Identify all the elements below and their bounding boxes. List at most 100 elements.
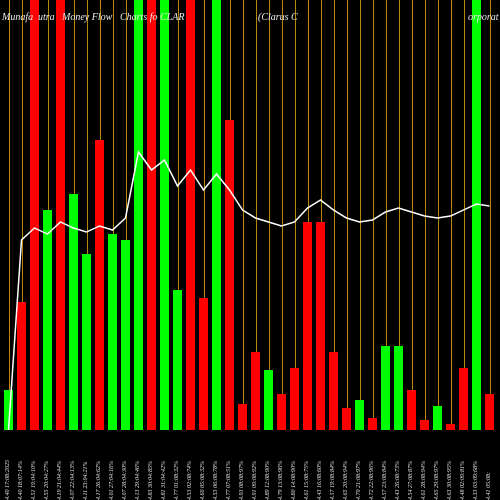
x-axis-label: 4.53 06:08:78%	[213, 461, 219, 500]
x-axis-label: 4.43 16:08:60%	[317, 461, 323, 500]
x-axis-label: 4.57 19:08:84%	[330, 461, 336, 500]
bar	[433, 406, 442, 430]
grid-line	[412, 0, 413, 430]
bar	[303, 222, 312, 430]
bar	[290, 368, 299, 430]
bar	[394, 346, 403, 430]
bar	[459, 368, 468, 430]
x-axis-label: 4.60 05:08:32%	[200, 461, 206, 500]
x-axis-label: 4.43 26:08:73%	[395, 461, 401, 500]
bar	[186, 0, 195, 430]
bar	[173, 290, 182, 430]
bar	[4, 390, 13, 430]
bar	[446, 424, 455, 430]
x-axis-label: 4.83 30:04:85%	[148, 461, 154, 500]
bar	[355, 400, 364, 430]
bar	[43, 210, 52, 430]
x-axis-label: 4.48 02:09:81%	[460, 461, 466, 500]
x-axis-label: 4.40 17:08:2025	[5, 460, 11, 500]
x-axis-label: 4.07 28:04:30%	[122, 461, 128, 500]
x-axis-label: 4.53 02:08:74%	[187, 461, 193, 500]
x-axis-label: 4.80 14:08:90%	[291, 461, 297, 500]
bar	[17, 302, 26, 430]
bar	[277, 394, 286, 430]
bar	[381, 346, 390, 430]
bar	[30, 0, 39, 430]
x-axis-label: 4.89 12:08:90%	[265, 461, 271, 500]
x-axis-label: 4.81 31:04:42%	[161, 461, 167, 500]
grid-line	[451, 0, 452, 430]
x-axis-label: 4.01 27:04:16%	[109, 461, 115, 500]
grid-line	[269, 0, 270, 430]
title-segment: orporat	[468, 12, 499, 23]
bar	[199, 298, 208, 430]
grid-line	[373, 0, 374, 430]
bar	[420, 420, 429, 430]
grid-line	[438, 0, 439, 430]
x-axis-label: 4.77 01:08:32%	[174, 461, 180, 500]
x-axis-label: 4.11 23:04:21%	[83, 461, 89, 500]
trend-polyline	[9, 152, 490, 430]
x-axis-label: 4.61 28:08:94%	[421, 461, 427, 500]
grid-line	[9, 0, 10, 430]
x-axis-label: 4.93 08:08:97%	[239, 461, 245, 500]
grid-line	[360, 0, 361, 430]
bar	[251, 352, 260, 430]
title-segment: utra	[38, 12, 55, 23]
x-axis-label: 4.79 13:08:96%	[278, 461, 284, 500]
x-axis-label: 4.13 29:04:46%	[135, 461, 141, 500]
bar	[108, 234, 117, 430]
bar	[121, 240, 130, 430]
bar	[56, 0, 65, 430]
x-axis-label: 4.51 19:04:10%	[31, 461, 37, 500]
x-axis-labels: 4.40 17:08:2025 4.40 18:07:14% 4.51 19:04:…	[0, 432, 500, 500]
bar	[160, 0, 169, 430]
grid-line	[243, 0, 244, 430]
bar	[316, 222, 325, 430]
grid-line	[347, 0, 348, 430]
title-segment: Money Flow	[62, 12, 112, 23]
x-axis-label: 4.65 20:08:94%	[343, 461, 349, 500]
bar	[225, 120, 234, 430]
grid-line	[464, 0, 465, 430]
bar	[329, 352, 338, 430]
chart-plot-area: Munafa utra Money Flow Charts foCLAR (Clarus…	[0, 0, 500, 430]
bar	[82, 254, 91, 430]
bar	[368, 418, 377, 430]
title-segment: Charts fo	[120, 12, 158, 23]
title-segment: Munafa	[2, 12, 33, 23]
x-axis-label: 4.72 22:08:96%	[369, 461, 375, 500]
x-axis-label: 4.54 27:08:87%	[408, 461, 414, 500]
grid-line	[490, 0, 491, 430]
x-axis-label: 4.65 29:08:97%	[434, 461, 440, 500]
x-axis-label: 4.63 30:08:95%	[447, 461, 453, 500]
x-axis-label: 4.07 22:04:13%	[70, 461, 76, 500]
bar	[212, 0, 221, 430]
x-axis-label: 4.33 03:09:68%	[473, 461, 479, 500]
bar	[472, 0, 481, 430]
x-axis-label: 4.19 21:04:44%	[57, 461, 63, 500]
grid-line	[425, 0, 426, 430]
x-axis-label: 4.77 07:08:51%	[226, 461, 232, 500]
title-segment: (Clarus C	[258, 12, 298, 23]
bar	[238, 404, 247, 430]
x-axis-label: 4.70 21:08:97%	[356, 461, 362, 500]
grid-line	[282, 0, 283, 430]
bar	[264, 370, 273, 430]
x-axis-label: 4.40 18:07:14%	[18, 461, 24, 500]
grid-line	[295, 0, 296, 430]
x-axis-label: 4.41 05:08:	[486, 472, 492, 500]
bar	[342, 408, 351, 430]
bar	[69, 194, 78, 430]
x-axis-label: 4.91 09:08:92%	[252, 461, 258, 500]
title-segment: CLAR	[160, 12, 184, 23]
x-axis-label: 4.57 23:08:84%	[382, 461, 388, 500]
x-axis-label: 4.17 26:04:62%	[96, 461, 102, 500]
bar	[485, 394, 494, 430]
x-axis-label: 4.55 20:04:27%	[44, 461, 50, 500]
bar	[407, 390, 416, 430]
bar	[134, 0, 143, 430]
x-axis-label: 4.61 15:08:75%	[304, 461, 310, 500]
bar	[95, 140, 104, 430]
bar	[147, 0, 156, 430]
